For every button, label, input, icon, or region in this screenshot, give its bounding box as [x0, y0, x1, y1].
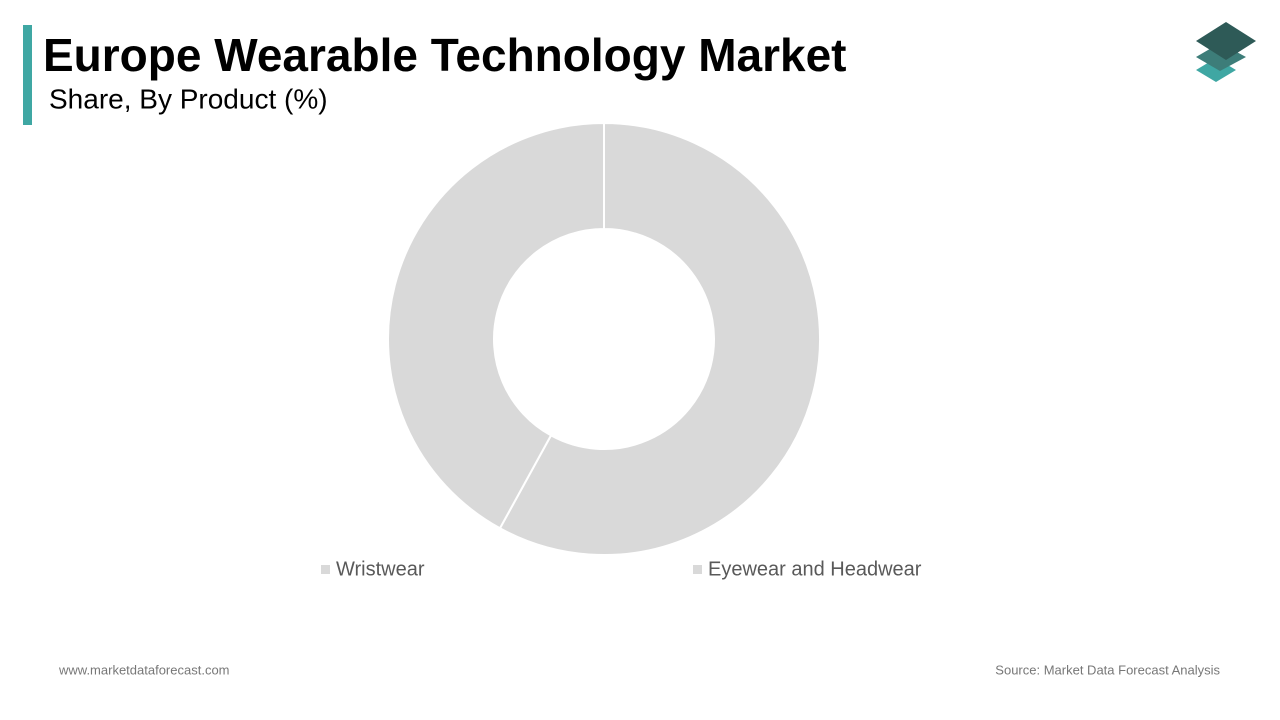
chart-title: Europe Wearable Technology Market — [43, 29, 847, 81]
chart-subtitle: Share, By Product (%) — [49, 83, 328, 114]
logo — [1196, 22, 1256, 82]
title-accent — [23, 25, 32, 125]
legend-swatch — [321, 565, 330, 574]
legend-label: Wristwear — [336, 558, 425, 580]
pie-slice — [387, 121, 605, 530]
legend-swatch — [693, 565, 702, 574]
pie-slice — [498, 121, 821, 556]
legend-label: Eyewear and Headwear — [708, 558, 922, 580]
footer-website: www.marketdataforecast.com — [58, 662, 230, 677]
footer-source: Source: Market Data Forecast Analysis — [995, 662, 1220, 677]
